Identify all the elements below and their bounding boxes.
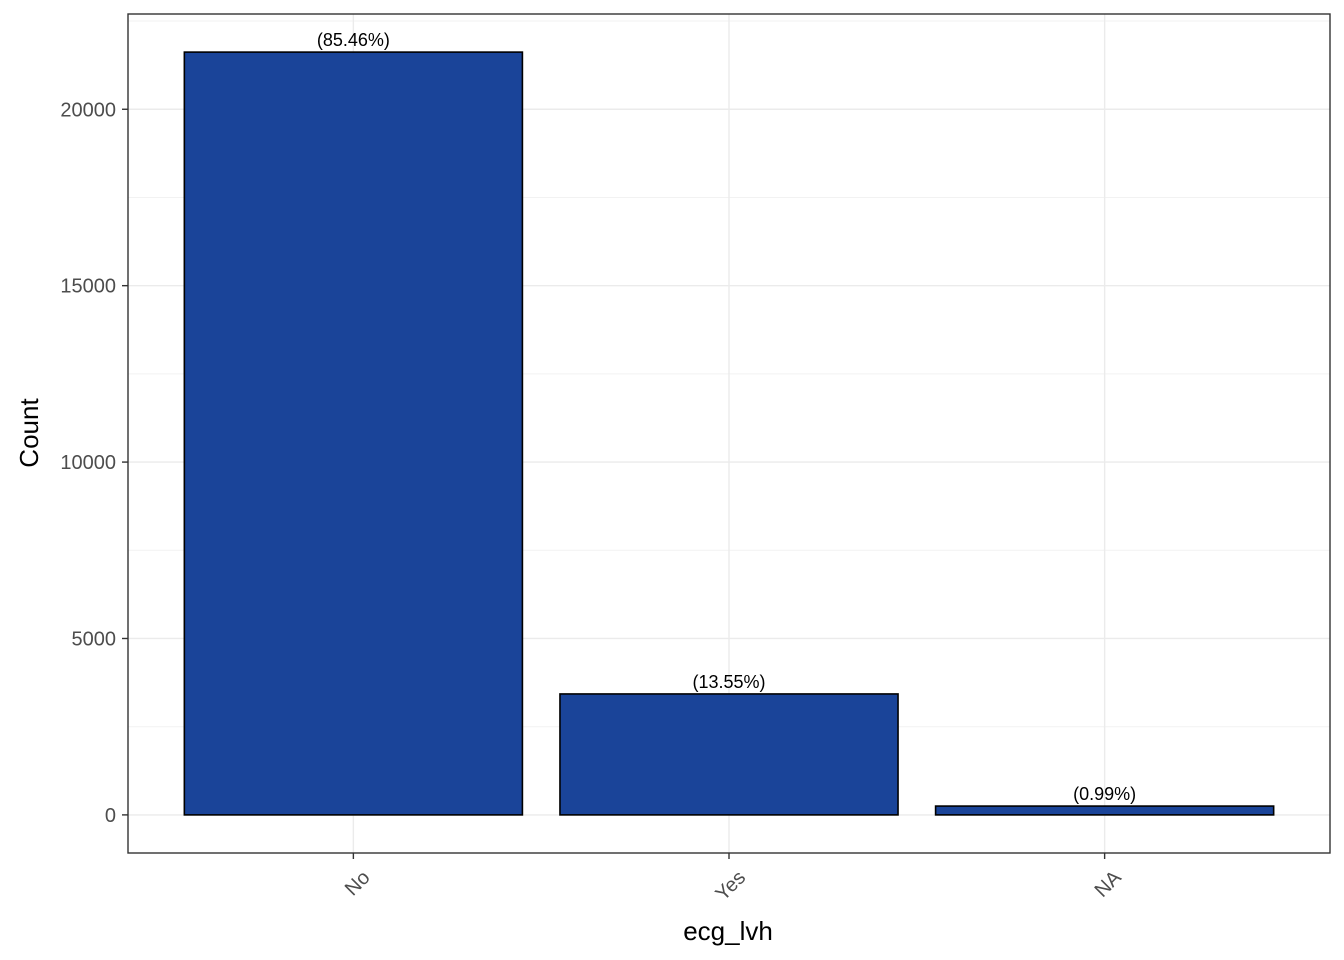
- y-tick-label: 0: [105, 805, 116, 827]
- bars: [183, 51, 1275, 816]
- y-tick-label: 5000: [72, 628, 117, 650]
- y-tick-label: 10000: [60, 452, 116, 474]
- x-axis-title: ecg_lvh: [683, 916, 773, 946]
- x-tick-label-na: NA: [1091, 866, 1127, 902]
- data-label-na: (0.99%): [1073, 784, 1136, 804]
- bar-yes: [559, 693, 899, 816]
- bar-na: [934, 805, 1275, 816]
- y-tick-label: 15000: [60, 276, 116, 298]
- data-label-yes: (13.55%): [692, 672, 765, 692]
- x-tick-label-yes: Yes: [712, 867, 751, 906]
- bar-data-labels: (85.46%) (13.55%) (0.99%): [317, 30, 1136, 804]
- y-tick-label: 20000: [60, 99, 116, 121]
- bar-no: [183, 51, 524, 816]
- x-axis: No Yes NA: [341, 853, 1126, 905]
- x-tick-label-no: No: [341, 867, 375, 901]
- data-label-no: (85.46%): [317, 30, 390, 50]
- y-axis-title: Count: [14, 398, 44, 468]
- y-axis: 0 5000 10000 15000 20000: [60, 99, 128, 827]
